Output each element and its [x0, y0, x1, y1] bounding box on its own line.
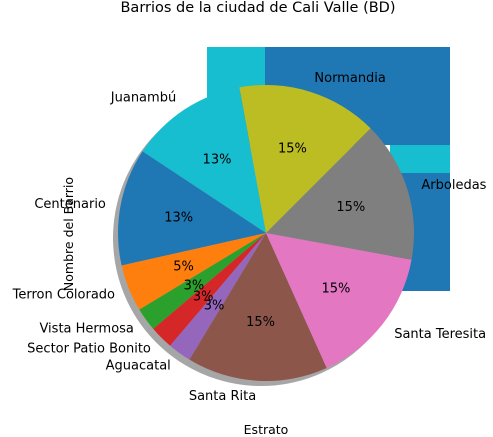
- pie-slices: [118, 84, 415, 382]
- pie-percent-label-aguacatal: 3%: [204, 299, 225, 314]
- pie-slice-aguacatal: [170, 233, 266, 360]
- pie-slice-label-sector-patio-bonito: Sector Patio Bonito: [27, 342, 151, 357]
- pie-slice-centenario: [118, 151, 266, 266]
- x-axis-label: Estrato: [244, 422, 289, 437]
- chart-title: Barrios de la ciudad de Cali Valle (BD): [120, 0, 395, 16]
- bg-block-cyan-right: [390, 145, 450, 173]
- pie-slice-santa-rita: [189, 233, 327, 382]
- pie-slice-label-santa-rita: Santa Rita: [189, 389, 256, 404]
- pie-percent-label-santa-teresita: 15%: [321, 281, 350, 296]
- pie-percent-label-sector-patio-bonito: 3%: [193, 289, 214, 304]
- pie-percent-labels: 15%13%13%5%3%3%3%15%15%15%: [164, 142, 365, 330]
- pie-slice-terron-colorado: [121, 233, 267, 310]
- pie-slice-label-juanamb: Juanambú: [110, 91, 176, 106]
- pie-slice-vista-hermosa: [139, 233, 266, 329]
- pie-percent-label-normandia: 15%: [278, 142, 307, 157]
- pie-slice-label-aguacatal: Aguacatal: [106, 359, 171, 374]
- pie-slice-santa-teresita: [266, 233, 412, 368]
- y-axis-label: Nombre del Barrio: [61, 177, 76, 291]
- pie-slice-label-centenario: Centenario: [34, 197, 106, 212]
- pie-percent-label-santa-rita: 15%: [246, 315, 275, 330]
- pie-percent-label-juanamb: 13%: [203, 152, 232, 167]
- pie-percent-label-vista-hermosa: 3%: [184, 278, 205, 293]
- pie-percent-label-arboledas: 15%: [336, 200, 365, 215]
- pie-slice-normandia: [239, 84, 371, 234]
- pie-percent-label-centenario: 13%: [164, 211, 193, 226]
- pie-slice-sector-patio-bonito: [153, 233, 266, 346]
- pie-slice-label-vista-hermosa: Vista Hermosa: [39, 322, 133, 337]
- pie-slice-label-terron-colorado: Terron Colorado: [12, 287, 115, 302]
- pie-slice-label-arboledas: Arboledas: [421, 178, 486, 193]
- pie-slice-label-normandia: Normandia: [314, 71, 386, 86]
- pie-slice-labels: Normandia Juanambú Centenario Terron Colora…: [12, 71, 487, 404]
- pie-slice-arboledas: [266, 128, 415, 260]
- pie-slice-label-santa-teresita: Santa Teresita: [394, 327, 486, 342]
- pie-percent-label-terron-colorado: 5%: [173, 260, 194, 275]
- pie-slice-juanamb: [142, 87, 266, 233]
